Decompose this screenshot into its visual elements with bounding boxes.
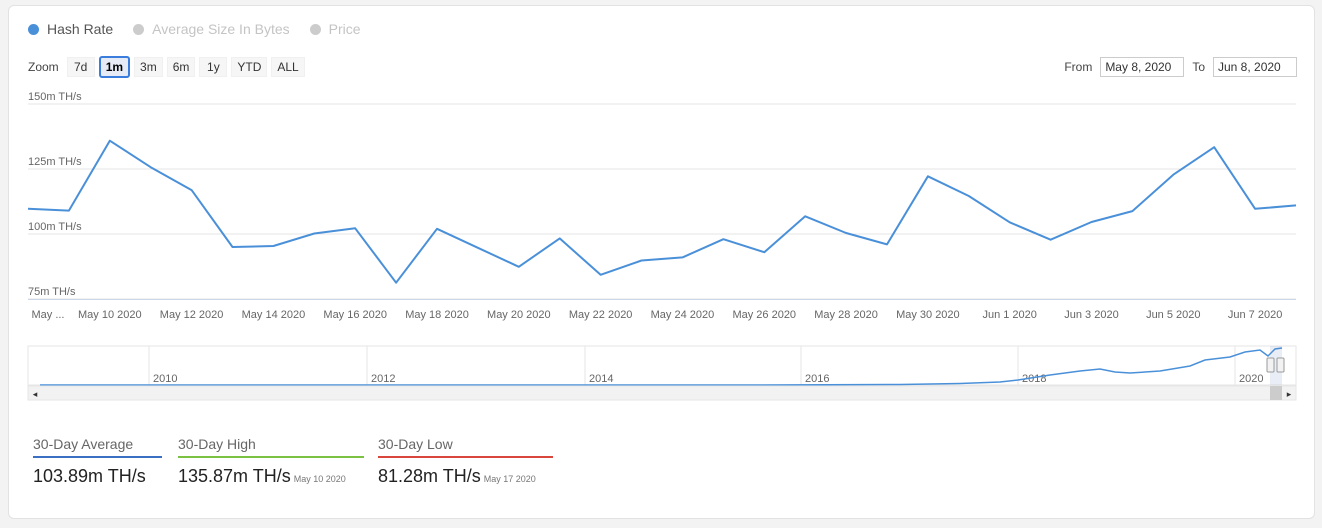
stat-average-label: 30-Day Average	[33, 436, 162, 458]
to-date-input[interactable]	[1213, 57, 1297, 77]
zoom-controls: Zoom 7d 1m 3m 6m 1y YTD ALL	[28, 56, 305, 78]
legend-label: Hash Rate	[47, 21, 114, 37]
stat-low-date: May 17 2020	[483, 474, 536, 484]
zoom-button-1y[interactable]: 1y	[199, 57, 228, 77]
zoom-label: Zoom	[28, 60, 59, 74]
zoom-button-ytd[interactable]: YTD	[231, 57, 268, 77]
from-label: From	[1064, 60, 1093, 74]
stat-high-date: May 10 2020	[293, 474, 346, 484]
stat-average-value: 103.89m TH/s	[33, 466, 146, 486]
legend-item-price[interactable]: Price	[309, 21, 361, 37]
zoom-button-7d[interactable]: 7d	[66, 57, 95, 77]
legend-label: Price	[328, 21, 361, 37]
legend-item-average-size[interactable]: Average Size In Bytes	[133, 21, 290, 37]
stat-high-value: 135.87m TH/s	[178, 466, 291, 486]
legend-dot-icon	[28, 23, 39, 35]
to-label: To	[1192, 60, 1205, 74]
legend-dot-icon	[309, 23, 321, 35]
zoom-button-3m[interactable]: 3m	[134, 57, 163, 77]
zoom-button-6m[interactable]: 6m	[166, 57, 196, 77]
stat-average: 30-Day Average 103.89m TH/s	[33, 436, 162, 487]
from-date-input[interactable]	[1100, 57, 1185, 77]
stat-high: 30-Day High 135.87m TH/s May 10 2020	[178, 436, 364, 487]
legend-dot-icon	[133, 23, 145, 35]
date-range: From To	[1064, 57, 1297, 77]
legend-label: Average Size In Bytes	[152, 21, 290, 37]
stat-high-label: 30-Day High	[178, 436, 364, 458]
legend-item-hash-rate[interactable]: Hash Rate	[28, 21, 113, 37]
stat-low: 30-Day Low 81.28m TH/s May 17 2020	[378, 436, 553, 487]
zoom-button-all[interactable]: ALL	[271, 57, 305, 77]
stat-low-value: 81.28m TH/s	[378, 466, 481, 486]
zoom-button-1m[interactable]: 1m	[98, 56, 131, 78]
stats-panel: 30-Day Average 103.89m TH/s 30-Day High …	[33, 436, 553, 487]
stat-low-label: 30-Day Low	[378, 436, 553, 458]
chart-legend: Hash Rate Average Size In Bytes Price	[28, 21, 361, 37]
